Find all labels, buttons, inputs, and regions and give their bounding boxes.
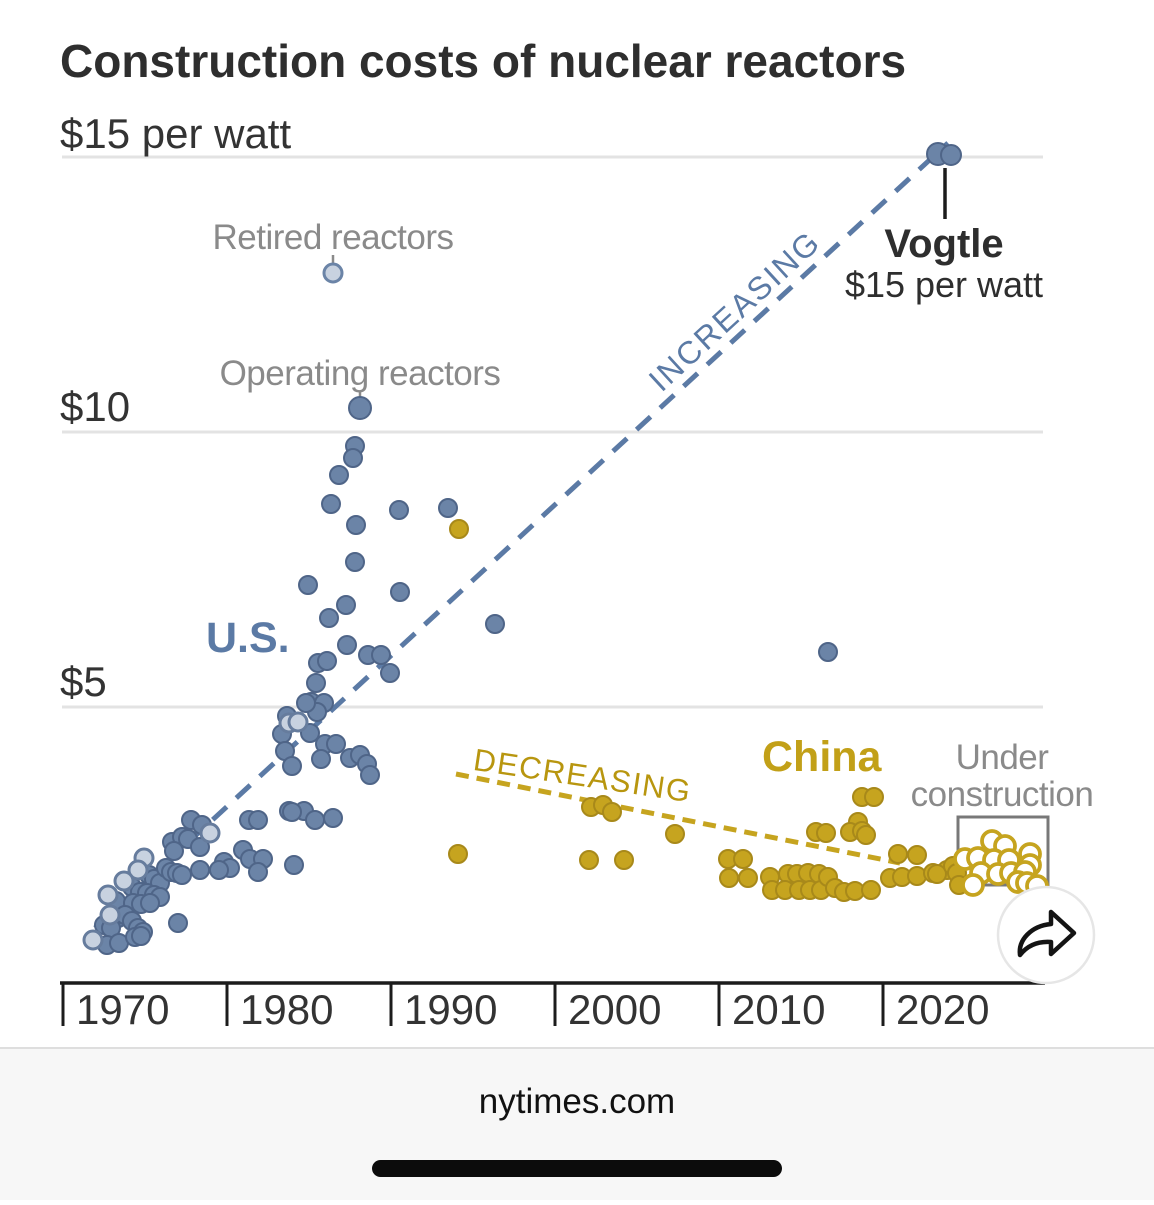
svg-text:2020: 2020 — [896, 986, 989, 1033]
svg-text:$5: $5 — [60, 658, 107, 705]
svg-text:$10: $10 — [60, 383, 130, 430]
svg-text:Construction costs of nuclear: Construction costs of nuclear reactors — [60, 35, 906, 87]
svg-text:2010: 2010 — [732, 986, 825, 1033]
svg-text:1990: 1990 — [404, 986, 497, 1033]
svg-text:Retired reactors: Retired reactors — [213, 218, 454, 257]
svg-text:Operating reactors: Operating reactors — [220, 354, 501, 393]
svg-text:nytimes.com: nytimes.com — [479, 1082, 675, 1121]
svg-text:Vogtle: Vogtle — [884, 222, 1003, 266]
svg-text:1970: 1970 — [76, 986, 169, 1033]
svg-text:$15 per watt: $15 per watt — [845, 264, 1043, 305]
svg-text:U.S.: U.S. — [206, 614, 290, 662]
svg-text:$15 per watt: $15 per watt — [60, 110, 291, 157]
svg-text:China: China — [762, 733, 883, 781]
svg-text:2000: 2000 — [568, 986, 661, 1033]
svg-text:Under: Under — [956, 738, 1050, 777]
svg-text:1980: 1980 — [240, 986, 333, 1033]
svg-text:construction: construction — [911, 775, 1094, 814]
